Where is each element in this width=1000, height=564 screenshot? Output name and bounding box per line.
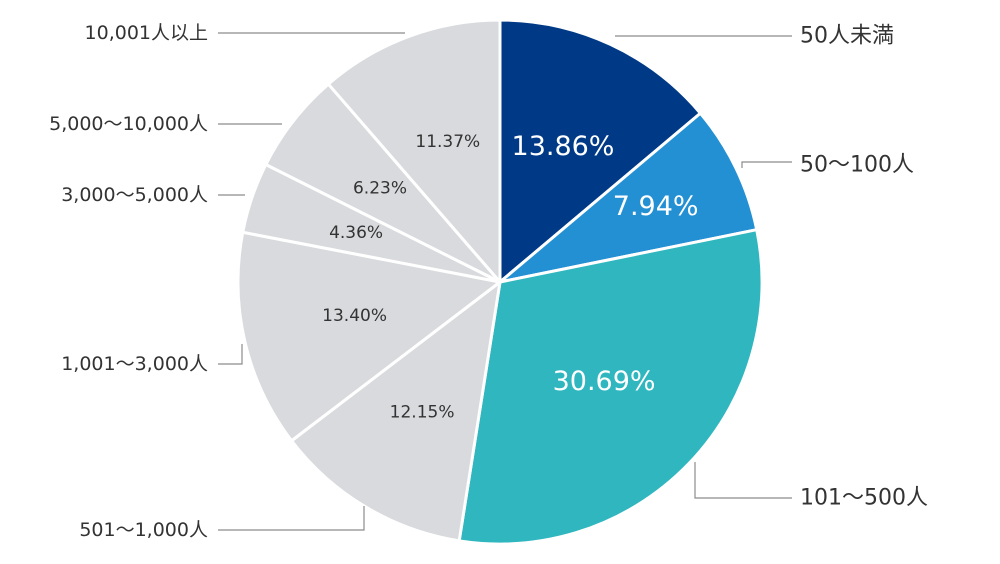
category-labels: 50人未満 50〜100人 101〜500人 501〜1,000人 1,001〜3,00… xyxy=(49,22,928,541)
pie-slice xyxy=(498,18,702,284)
leader-line xyxy=(741,161,792,168)
slice-percent-label: 13.86% xyxy=(512,131,615,162)
slice-percent-label: 30.69% xyxy=(553,366,656,397)
leader-line xyxy=(218,506,365,531)
leader-line xyxy=(694,462,792,499)
leader-lines xyxy=(218,32,792,531)
leader-line xyxy=(218,344,243,365)
slice-category-label: 501〜1,000人 xyxy=(79,519,208,541)
pie-slice xyxy=(457,228,764,546)
slice-category-label: 50〜100人 xyxy=(800,153,914,178)
slice-percent-label: 4.36% xyxy=(329,223,383,243)
slice-category-label: 10,001人以上 xyxy=(85,22,208,44)
pie-slice xyxy=(498,111,759,284)
percent-labels: 13.86% 7.94% 30.69% 12.15% 13.40% 4.36% 6.23% 1… xyxy=(322,131,698,422)
pie-slice xyxy=(326,18,502,284)
slice-category-label: 5,000〜10,000人 xyxy=(49,113,208,135)
pie-slice xyxy=(236,230,502,443)
slice-category-label: 101〜500人 xyxy=(800,486,928,511)
pie-slice xyxy=(290,280,502,543)
pie-slices xyxy=(236,18,764,546)
slice-category-label: 3,000〜5,000人 xyxy=(61,184,208,206)
slice-percent-label: 7.94% xyxy=(613,191,699,222)
slice-category-label: 50人未満 xyxy=(800,24,894,49)
slice-percent-label: 13.40% xyxy=(322,306,387,326)
slice-category-label: 1,001〜3,000人 xyxy=(61,353,208,375)
slice-percent-label: 11.37% xyxy=(415,132,480,152)
slice-percent-label: 6.23% xyxy=(353,179,407,199)
slice-percent-label: 12.15% xyxy=(390,403,455,423)
